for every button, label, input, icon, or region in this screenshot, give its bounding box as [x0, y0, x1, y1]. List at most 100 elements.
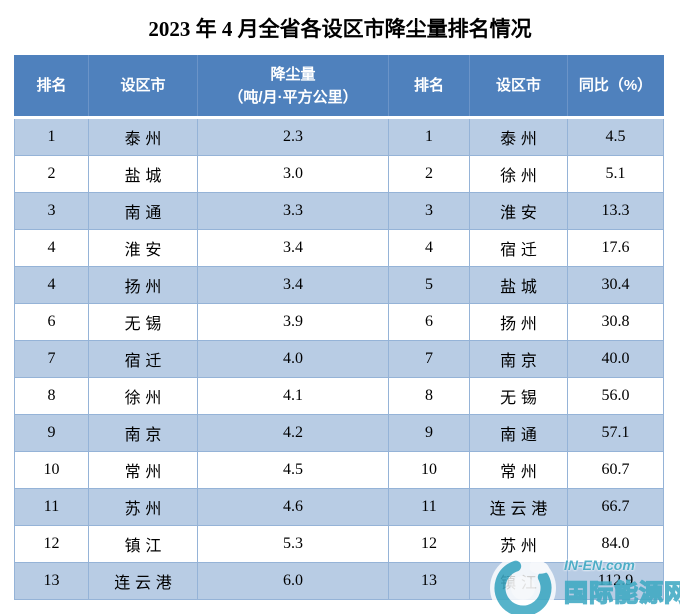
cell-rank-r: 12: [388, 525, 470, 563]
cell-yoy: 84.0: [567, 525, 664, 563]
cell-city-r: 连云港: [469, 488, 568, 526]
cell-rank-r: 5: [388, 266, 470, 304]
cell-rank-r: 3: [388, 192, 470, 230]
col-header-dustfall: 降尘量 （吨/月·平方公里）: [197, 55, 389, 119]
cell-city-l: 苏州: [88, 488, 198, 526]
cell-rank-l: 8: [14, 377, 89, 415]
cell-dust: 4.0: [197, 340, 389, 378]
cell-city-l: 南通: [88, 192, 198, 230]
cell-rank-r: 6: [388, 303, 470, 341]
cell-dust: 2.3: [197, 117, 389, 156]
cell-city-r: 宿迁: [469, 229, 568, 267]
table-row: 7 宿迁 4.0 7 南京 40.0: [14, 340, 664, 378]
cell-city-l: 常州: [88, 451, 198, 489]
table-row: 3 南通 3.3 3 淮安 13.3: [14, 192, 664, 230]
cell-city-l: 南京: [88, 414, 198, 452]
col-header-rank-right: 排名: [388, 55, 470, 119]
cell-rank-l: 10: [14, 451, 89, 489]
cell-rank-r: 7: [388, 340, 470, 378]
cell-rank-r: 4: [388, 229, 470, 267]
table-body: 1 泰州 2.3 1 泰州 4.5 2 盐城 3.0 2 徐州 5.1 3 南通 3.3 3 淮安 13.3 4 淮安…: [14, 117, 664, 600]
col-header-yoy: 同比（%）: [567, 55, 664, 119]
table-row: 1 泰州 2.3 1 泰州 4.5: [14, 117, 664, 156]
cell-yoy: 4.5: [567, 117, 664, 156]
table-row: 9 南京 4.2 9 南通 57.1: [14, 414, 664, 452]
cell-rank-l: 6: [14, 303, 89, 341]
table-row: 4 淮安 3.4 4 宿迁 17.6: [14, 229, 664, 267]
cell-city-r: 淮安: [469, 192, 568, 230]
cell-yoy: 57.1: [567, 414, 664, 452]
cell-dust: 4.5: [197, 451, 389, 489]
cell-rank-r: 11: [388, 488, 470, 526]
cell-city-l: 连云港: [88, 562, 198, 600]
cell-dust: 4.1: [197, 377, 389, 415]
col-header-city-left: 设区市: [88, 55, 198, 119]
cell-yoy: 40.0: [567, 340, 664, 378]
watermark: IN-EN.com 国际能源网: [488, 551, 680, 614]
cell-dust: 3.9: [197, 303, 389, 341]
table-row: 11 苏州 4.6 11 连云港 66.7: [14, 488, 664, 526]
cell-rank-l: 4: [14, 229, 89, 267]
table-row: 2 盐城 3.0 2 徐州 5.1: [14, 155, 664, 193]
col-header-dustfall-line1: 降尘量: [270, 65, 316, 83]
cell-dust: 5.3: [197, 525, 389, 563]
cell-dust: 6.0: [197, 562, 389, 600]
cell-yoy: 66.7: [567, 488, 664, 526]
cell-rank-l: 11: [14, 488, 89, 526]
dustfall-ranking-table: 排名 设区市 降尘量 （吨/月·平方公里） 排名 设区市 同比（%） 1 泰州 2.…: [14, 55, 664, 600]
table-row: 10 常州 4.5 10 常州 60.7: [14, 451, 664, 489]
table-row: 6 无锡 3.9 6 扬州 30.8: [14, 303, 664, 341]
cell-yoy: 17.6: [567, 229, 664, 267]
cell-city-l: 扬州: [88, 266, 198, 304]
cell-city-l: 盐城: [88, 155, 198, 193]
cell-rank-l: 2: [14, 155, 89, 193]
cell-rank-l: 12: [14, 525, 89, 563]
col-header-city-right: 设区市: [469, 55, 568, 119]
cell-rank-r: 10: [388, 451, 470, 489]
cell-city-l: 徐州: [88, 377, 198, 415]
cell-rank-r: 8: [388, 377, 470, 415]
cell-yoy: 56.0: [567, 377, 664, 415]
cell-rank-l: 1: [14, 117, 89, 156]
cell-dust: 4.2: [197, 414, 389, 452]
cell-rank-l: 4: [14, 266, 89, 304]
cell-city-r: 盐城: [469, 266, 568, 304]
cell-rank-r: 2: [388, 155, 470, 193]
cell-dust: 4.6: [197, 488, 389, 526]
cell-city-r: 泰州: [469, 117, 568, 156]
cell-rank-r: 1: [388, 117, 470, 156]
cell-rank-l: 3: [14, 192, 89, 230]
cell-dust: 3.0: [197, 155, 389, 193]
cell-dust: 3.3: [197, 192, 389, 230]
cell-rank-r: 13: [388, 562, 470, 600]
page-title: 2023 年 4 月全省各设区市降尘量排名情况: [148, 17, 532, 41]
cell-city-r: 南通: [469, 414, 568, 452]
cell-city-l: 镇江: [88, 525, 198, 563]
cell-rank-l: 7: [14, 340, 89, 378]
watermark-text: IN-EN.com 国际能源网: [563, 557, 680, 608]
cell-yoy: 13.3: [567, 192, 664, 230]
cell-city-r: 南京: [469, 340, 568, 378]
cell-dust: 3.4: [197, 266, 389, 304]
cell-yoy: 30.8: [567, 303, 664, 341]
cell-city-r: 常州: [469, 451, 568, 489]
col-header-rank-left: 排名: [14, 55, 89, 119]
table-row: 8 徐州 4.1 8 无锡 56.0: [14, 377, 664, 415]
table-row: 4 扬州 3.4 5 盐城 30.4: [14, 266, 664, 304]
cell-yoy: 60.7: [567, 451, 664, 489]
in-en-logo-icon: [490, 555, 556, 614]
cell-yoy: 30.4: [567, 266, 664, 304]
cell-rank-l: 13: [14, 562, 89, 600]
cell-city-l: 泰州: [88, 117, 198, 156]
cell-dust: 3.4: [197, 229, 389, 267]
col-header-dustfall-line2: （吨/月·平方公里）: [228, 89, 358, 106]
watermark-brand: IN-EN.com: [564, 557, 635, 573]
cell-city-l: 宿迁: [88, 340, 198, 378]
table-header-row: 排名 设区市 降尘量 （吨/月·平方公里） 排名 设区市 同比（%）: [14, 55, 664, 119]
watermark-site-name: 国际能源网: [563, 579, 680, 607]
cell-city-l: 无锡: [88, 303, 198, 341]
cell-rank-r: 9: [388, 414, 470, 452]
cell-rank-l: 9: [14, 414, 89, 452]
cell-yoy: 112.9: [567, 562, 664, 600]
